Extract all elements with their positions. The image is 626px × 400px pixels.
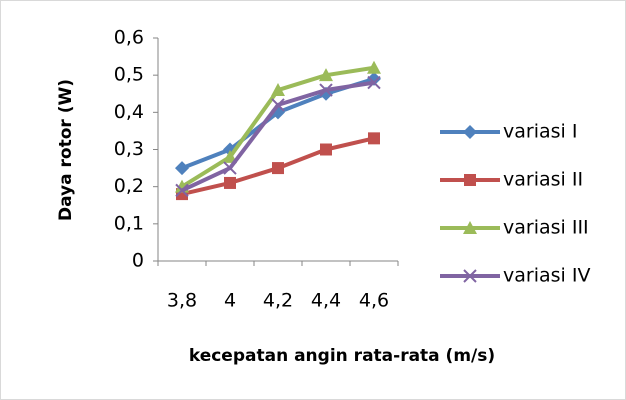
legend-label: variasi IV xyxy=(503,265,590,287)
data-point xyxy=(224,177,236,189)
legend-label: variasi I xyxy=(503,121,577,143)
legend-label: variasi II xyxy=(503,169,583,191)
legend-label: variasi III xyxy=(503,217,589,239)
x-tick-label: 4,2 xyxy=(263,290,293,312)
y-tick-label: 0 xyxy=(132,250,144,272)
data-point xyxy=(368,132,380,144)
chart: kecepatan angin rata-rata (m/s) Daya rot… xyxy=(0,0,626,400)
y-tick-label: 0,1 xyxy=(114,212,144,234)
x-tick-label: 3,8 xyxy=(167,290,197,312)
legend-marker xyxy=(464,174,476,186)
y-tick-label: 0,4 xyxy=(114,101,144,123)
x-tick-label: 4 xyxy=(224,290,236,312)
y-tick-label: 0,2 xyxy=(114,175,144,197)
data-point xyxy=(272,162,284,174)
chart-area xyxy=(1,1,626,400)
x-axis-title: kecepatan angin rata-rata (m/s) xyxy=(189,346,495,366)
x-tick-label: 4,4 xyxy=(311,290,341,312)
y-tick-label: 0,6 xyxy=(114,27,144,49)
data-point xyxy=(320,144,332,156)
y-tick-label: 0,3 xyxy=(114,138,144,160)
y-axis-title: Daya rotor (W) xyxy=(56,79,76,221)
x-tick-label: 4,6 xyxy=(359,290,389,312)
y-tick-label: 0,5 xyxy=(114,64,144,86)
